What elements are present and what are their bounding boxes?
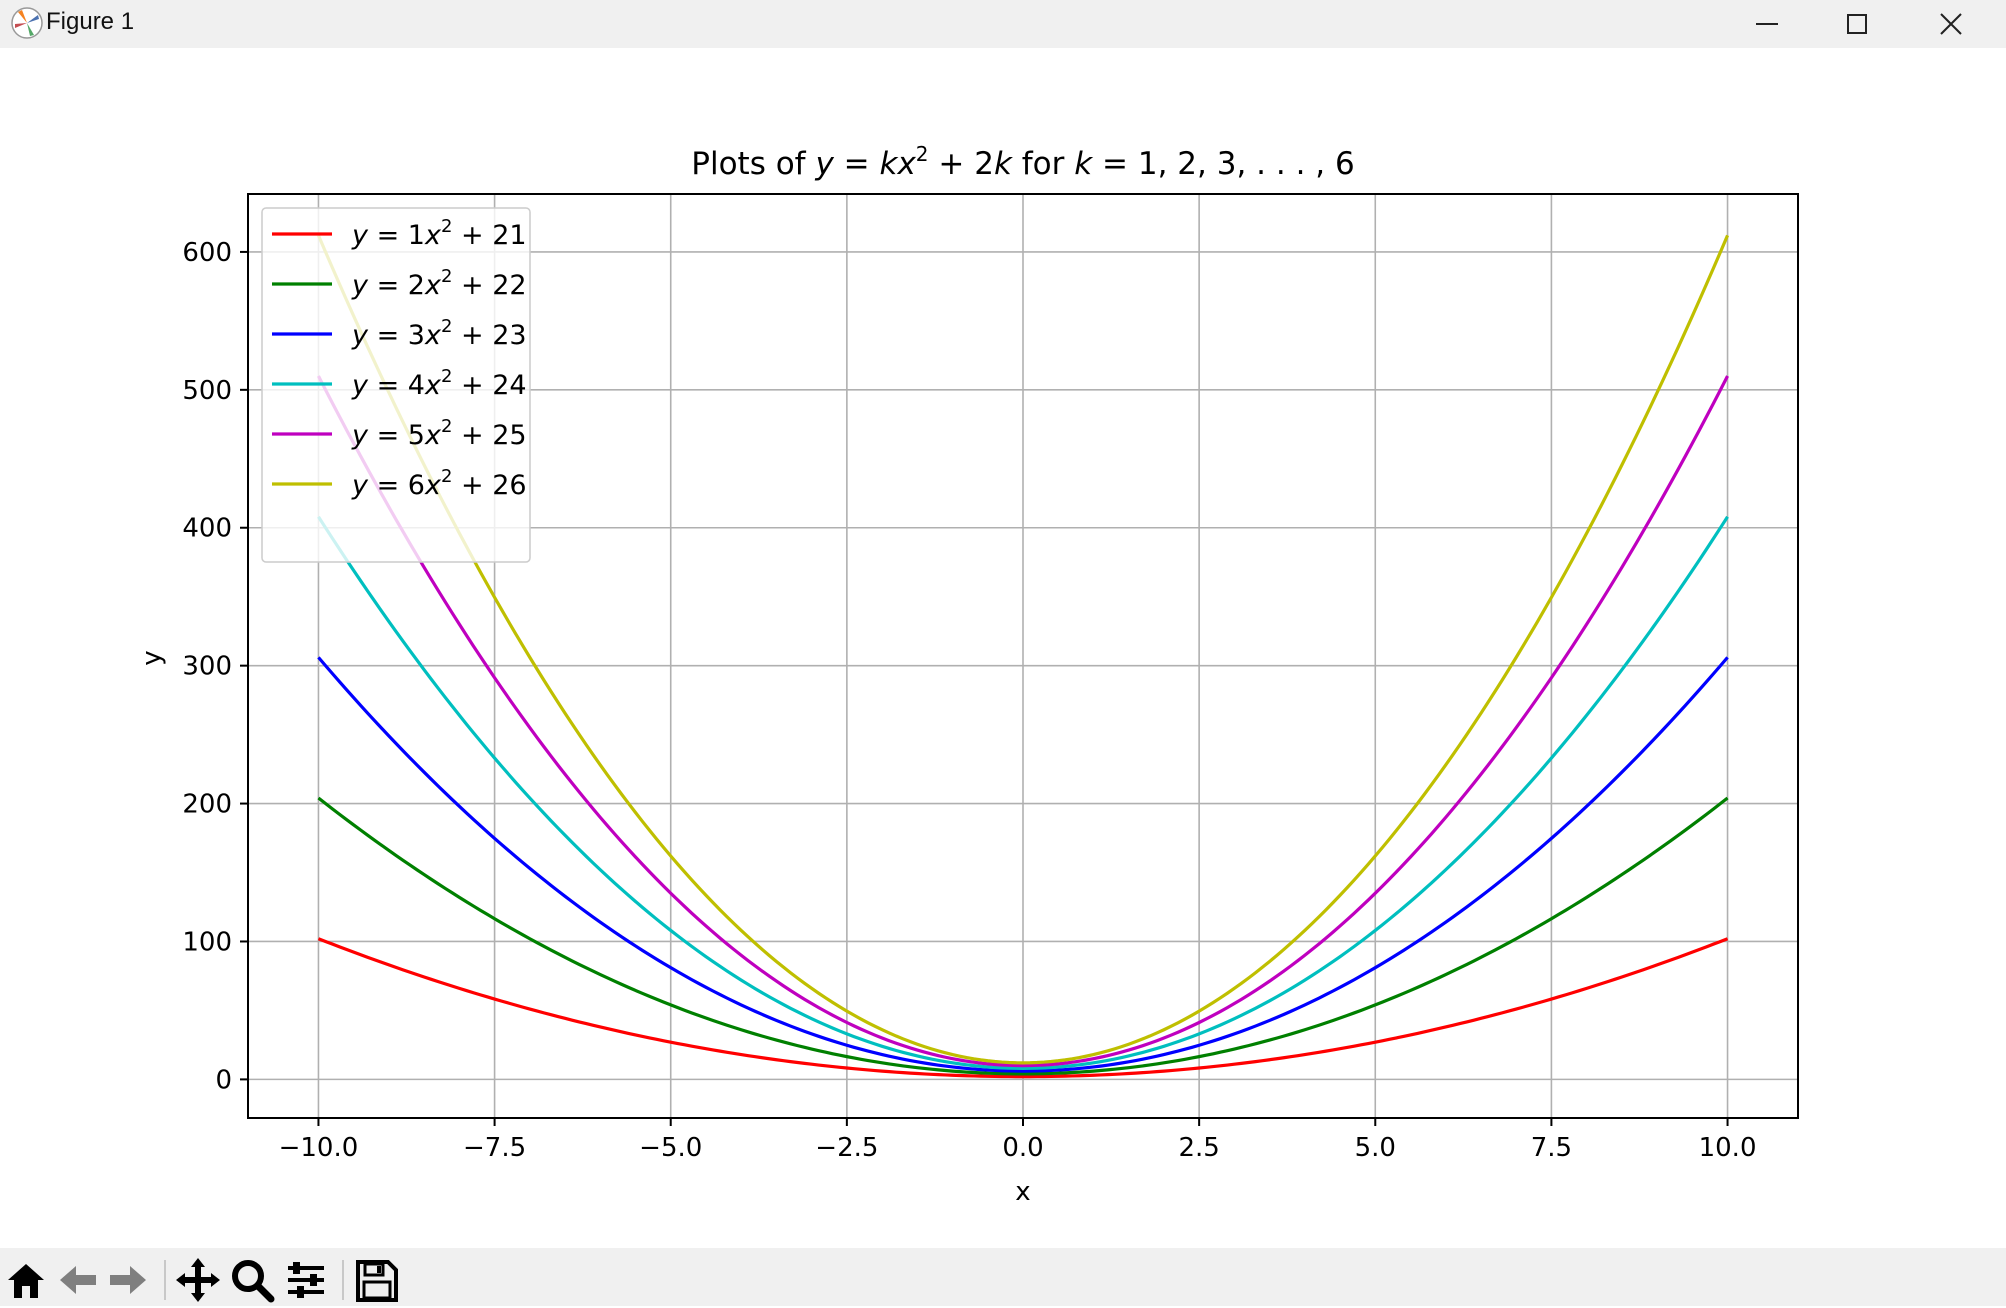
x-tick-label: −10.0 — [279, 1133, 359, 1163]
configure-subplots-button[interactable] — [282, 1256, 332, 1304]
series-line-k1 — [317, 937, 1729, 1079]
legend-box — [261, 207, 531, 563]
legend: y = 1x2 + 21 y = 2x2 + 22 y = 3x2 + 23 y = … — [261, 207, 531, 563]
configure-subplots-icon — [288, 1262, 324, 1298]
forward-button[interactable] — [104, 1256, 154, 1304]
series-lines — [316, 234, 1730, 1079]
y-tick-label: 600 — [182, 238, 232, 268]
x-tick-label: −2.5 — [815, 1133, 878, 1163]
forward-arrow-icon — [110, 1266, 146, 1294]
save-button[interactable] — [352, 1256, 402, 1304]
legend-entry: y = 1x2 + 21 — [272, 216, 527, 251]
series-line-k5 — [317, 375, 1729, 1068]
x-axis-label: x — [1015, 1177, 1030, 1207]
x-tick-label: 0.0 — [1002, 1133, 1043, 1163]
window-title-bar: Figure 1 — [0, 0, 2006, 48]
legend-entry: y = 6x2 + 26 — [272, 466, 527, 501]
legend-label: y = 4x2 + 24 — [351, 366, 527, 401]
legend-label: y = 5x2 + 25 — [351, 416, 527, 451]
y-tick-label: 300 — [182, 652, 232, 682]
back-arrow-icon — [60, 1266, 96, 1294]
series-line-k4 — [317, 515, 1729, 1070]
legend-entry: y = 3x2 + 23 — [272, 316, 527, 351]
legend-label: y = 1x2 + 21 — [351, 216, 527, 251]
pan-button[interactable] — [174, 1256, 224, 1304]
home-button[interactable] — [2, 1256, 52, 1304]
pan-icon — [176, 1258, 220, 1302]
maximize-icon — [1847, 14, 1867, 34]
zoom-icon — [232, 1260, 275, 1303]
close-button[interactable] — [1906, 0, 1996, 48]
chart-title: Plots of y = kx2 + 2k for k = 1, 2, 3, .… — [691, 142, 1354, 182]
x-tick-label: −7.5 — [463, 1133, 526, 1163]
legend-label: y = 2x2 + 22 — [351, 266, 527, 301]
series-line-k2 — [317, 796, 1729, 1076]
y-tick-label: 200 — [182, 790, 232, 820]
y-tick-label: 400 — [182, 514, 232, 544]
back-button[interactable] — [54, 1256, 104, 1304]
maximize-button[interactable] — [1812, 0, 1902, 48]
axis-ticks: −10.0 −7.5 −5.0 −2.5 0.0 2.5 5.0 7.5 10.0 0 100 200… — [182, 238, 1756, 1163]
x-tick-label: 10.0 — [1699, 1133, 1757, 1163]
legend-entry: y = 4x2 + 24 — [272, 366, 527, 401]
grid-lines — [248, 194, 1798, 1118]
y-axis-label: y — [137, 650, 167, 665]
toolbar-separator — [342, 1260, 344, 1300]
x-tick-label: 2.5 — [1178, 1133, 1219, 1163]
minimize-icon — [1756, 23, 1778, 25]
x-tick-label: 5.0 — [1355, 1133, 1396, 1163]
legend-entry: y = 2x2 + 22 — [272, 266, 527, 301]
x-tick-label: −5.0 — [639, 1133, 702, 1163]
zoom-button[interactable] — [228, 1256, 278, 1304]
home-icon — [8, 1264, 44, 1298]
matplotlib-app-icon — [11, 7, 43, 39]
series-line-k6 — [316, 234, 1730, 1065]
legend-entry: y = 5x2 + 25 — [272, 416, 527, 451]
toolbar-separator — [164, 1260, 166, 1300]
minimize-button[interactable] — [1722, 0, 1812, 48]
line-chart: −10.0 −7.5 −5.0 −2.5 0.0 2.5 5.0 7.5 10.0 0 100 200… — [137, 142, 1799, 1207]
close-icon — [1940, 13, 1962, 35]
y-tick-label: 100 — [182, 927, 232, 957]
series-line-k3 — [317, 656, 1729, 1073]
figure-canvas[interactable]: −10.0 −7.5 −5.0 −2.5 0.0 2.5 5.0 7.5 10.0 0 100 200… — [0, 48, 2006, 1248]
save-icon — [356, 1260, 398, 1302]
window-title: Figure 1 — [46, 8, 135, 35]
x-tick-label: 7.5 — [1531, 1133, 1572, 1163]
legend-label: y = 6x2 + 26 — [351, 466, 527, 501]
y-tick-label: 0 — [215, 1065, 232, 1095]
legend-label: y = 3x2 + 23 — [351, 316, 527, 351]
navigation-toolbar — [0, 1248, 2006, 1306]
y-tick-label: 500 — [182, 376, 232, 406]
